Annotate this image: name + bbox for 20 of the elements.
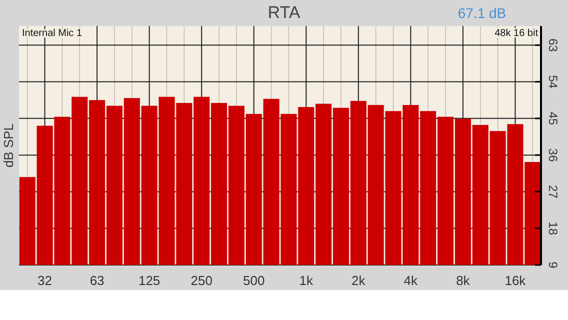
text: 67.1 dB (458, 5, 506, 21)
x-tick-label: 16k (504, 273, 526, 288)
x-tick-label: 1k (299, 273, 314, 288)
x-tick-label: 125 (138, 273, 160, 288)
x-tick-label: 32 (38, 273, 52, 288)
x-tick-label: 500 (243, 273, 265, 288)
chart-title: RTA (268, 3, 301, 22)
y-tick-label: 45 (546, 112, 560, 126)
x-tick-label: 8k (456, 273, 470, 288)
y-axis-title: dB SPL (1, 123, 16, 168)
y-tick-label: 36 (546, 148, 560, 162)
y-tick-label: 9 (546, 262, 560, 269)
y-tick-label: 54 (546, 75, 560, 89)
x-tick-label: 4k (404, 273, 418, 288)
x-tick-label: 63 (90, 273, 104, 288)
y-tick-label: 63 (546, 38, 560, 52)
x-tick-label: 2k (352, 273, 366, 288)
x-tick-label: 250 (190, 273, 212, 288)
y-tick-label: 27 (546, 185, 560, 199)
y-tick-label: 18 (546, 222, 560, 236)
